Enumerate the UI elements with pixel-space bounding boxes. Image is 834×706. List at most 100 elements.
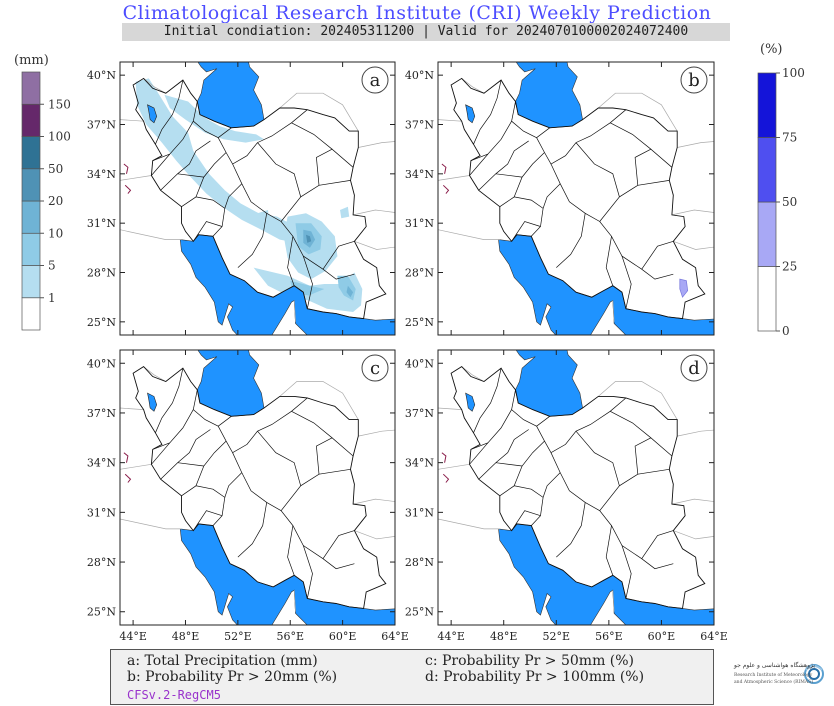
province-border-8 — [542, 183, 561, 209]
neighbor-border-8 — [293, 300, 296, 322]
iran-border — [132, 366, 387, 609]
legend-item-b: b: Probability Pr > 20mm (%) — [127, 669, 338, 685]
province-border-15 — [322, 530, 355, 559]
panel-label-b: b — [688, 70, 700, 91]
neighbor-border-7 — [598, 92, 678, 132]
lat-label-a-0: 40°N — [87, 69, 116, 82]
province-border-16 — [151, 153, 171, 176]
province-border-16 — [469, 153, 489, 176]
map-panel-a: a 40°N 37°N 34°N 31°N 28°N 25°N — [87, 61, 396, 336]
lon-label-d-2: 52°E — [543, 630, 571, 643]
neighbor-border-4 — [671, 498, 714, 505]
province-border-12 — [237, 213, 268, 268]
lat-label-b-1: 37°N — [405, 118, 434, 131]
province-border-3 — [470, 121, 512, 162]
province-border-8 — [542, 472, 561, 498]
map-panel-b-frame — [437, 61, 715, 336]
neighbor-border-6 — [143, 78, 166, 94]
province-border-12 — [556, 213, 586, 268]
province-border-5 — [536, 109, 627, 165]
province-border-7 — [232, 452, 355, 570]
province-border-18 — [575, 142, 620, 197]
precip-tick-label-4: 50 — [48, 162, 63, 176]
lon-label-c-0: 44°E — [119, 630, 147, 643]
prob-tick-label-3: 75 — [782, 131, 797, 145]
precip-tick-label-6: 150 — [48, 97, 71, 111]
map-subtitle: Initial condiation: 202405311200 | Valid… — [122, 23, 730, 41]
province-border-18 — [257, 142, 302, 197]
lon-label-c-3: 56°E — [276, 630, 304, 643]
prob-tick-label-1: 25 — [782, 260, 797, 274]
province-border-9 — [599, 468, 670, 511]
precip-colorbar: 1 5 10 20 50 100 150 — [21, 71, 71, 331]
panel-label-circle-d — [680, 354, 708, 382]
province-border-5 — [217, 109, 308, 165]
panel-label-d: d — [688, 358, 700, 379]
lake-urmia — [465, 104, 476, 124]
neighbor-border-0 — [120, 407, 144, 410]
neighbor-border-3 — [677, 429, 714, 437]
lat-label-b-4: 28°N — [405, 267, 434, 280]
province-border-13 — [287, 236, 295, 286]
province-border-15 — [641, 240, 674, 270]
panel-label-circle-b — [680, 66, 708, 94]
province-border-5 — [217, 397, 308, 454]
province-border-4 — [155, 80, 184, 145]
province-border-10 — [634, 148, 673, 186]
precip-tick-label-5: 100 — [48, 130, 71, 144]
province-border-2 — [160, 429, 211, 480]
map-panel-d-content — [438, 350, 714, 625]
province-border-4 — [473, 368, 502, 433]
map-panel-a-frame — [119, 61, 396, 336]
province-border-3 — [152, 409, 194, 450]
neighbor-border-3 — [677, 141, 714, 148]
province-border-19 — [193, 510, 223, 531]
lat-label-a-4: 28°N — [87, 267, 116, 280]
province-border-6 — [195, 440, 227, 486]
lake-marker-1 — [441, 452, 447, 463]
map-panel-d-frame — [437, 349, 715, 626]
lon-label-d-0: 44°E — [437, 630, 465, 643]
panel-label-c: c — [370, 358, 380, 379]
lat-label-c-3: 31°N — [87, 506, 116, 519]
province-border-11 — [610, 410, 652, 439]
lat-label-a-5: 25°N — [87, 316, 116, 329]
province-border-16 — [151, 442, 171, 465]
lat-label-c-2: 34°N — [87, 457, 116, 470]
lon-label-d-1: 48°E — [490, 630, 518, 643]
lat-label-c-1: 37°N — [87, 407, 116, 420]
lon-label-c-2: 52°E — [224, 630, 252, 643]
lake-marker-2 — [124, 473, 132, 483]
province-border-1 — [192, 101, 232, 139]
prob-tick-label-2: 50 — [782, 195, 797, 209]
neighbor-border-0 — [438, 119, 462, 122]
neighbor-border-0 — [120, 119, 144, 122]
logo-line-1: پژوهشگاه هواشناسی و علوم جو — [733, 661, 815, 669]
province-border-11 — [291, 122, 333, 150]
precip-area-zagros — [135, 78, 297, 243]
province-border-19 — [511, 510, 541, 531]
prob-colorbar: 0 25 50 75 100 — [757, 66, 805, 338]
province-border-19 — [511, 221, 541, 242]
province-border-14 — [621, 545, 632, 599]
precip-area-north — [164, 94, 264, 143]
neighbor-border-8 — [293, 590, 296, 612]
model-name: CFSv.2-RegCM5 — [127, 688, 221, 702]
province-border-4 — [155, 368, 184, 433]
lat-label-b-5: 25°N — [405, 316, 434, 329]
province-border-13 — [287, 525, 295, 576]
prob-bin-3 — [757, 72, 777, 138]
lat-label-b-0: 40°N — [405, 69, 434, 82]
lake-urmia — [465, 392, 476, 412]
province-border-2 — [478, 140, 529, 191]
neighbor-border-1 — [120, 463, 152, 470]
province-border-15 — [322, 240, 355, 270]
panel-label-a: a — [370, 70, 381, 91]
province-border-2 — [478, 429, 529, 480]
province-border-6 — [195, 152, 227, 198]
map-panel-a-content — [120, 62, 395, 335]
panel-label-circle-a — [361, 66, 389, 94]
lat-label-c-0: 40°N — [87, 357, 116, 370]
